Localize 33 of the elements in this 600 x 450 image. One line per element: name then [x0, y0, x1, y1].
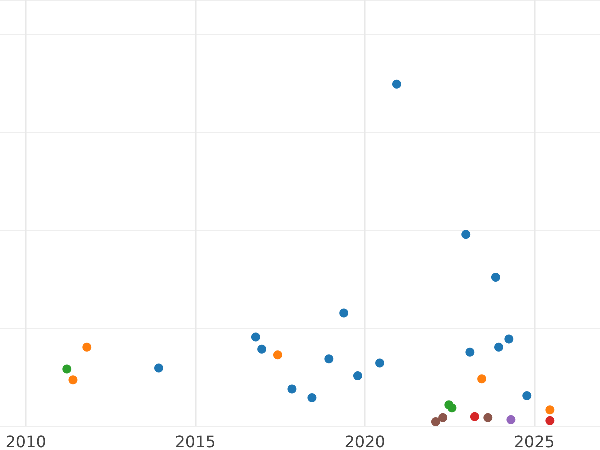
point [258, 344, 267, 354]
point [68, 376, 78, 385]
point [324, 354, 334, 364]
point [62, 364, 72, 374]
point [484, 413, 493, 422]
point [438, 413, 448, 422]
point [504, 334, 514, 344]
x-tick-label: 2010 [6, 432, 46, 450]
point [506, 415, 516, 424]
point [478, 374, 487, 384]
x-tick-label: 2025 [514, 432, 555, 450]
point [470, 412, 480, 422]
point [494, 342, 504, 352]
point [376, 358, 384, 368]
point [466, 348, 475, 357]
x-tick-label: 2015 [175, 432, 216, 450]
point [273, 350, 282, 360]
point [308, 393, 317, 402]
point [448, 404, 457, 413]
point [462, 230, 471, 240]
point [546, 406, 555, 415]
point [522, 391, 532, 400]
point [353, 372, 362, 381]
point [340, 308, 349, 318]
point [82, 342, 92, 352]
x-tick-label: 2020 [344, 432, 386, 450]
point [546, 416, 555, 426]
point [392, 80, 402, 89]
point [491, 272, 500, 282]
point [251, 332, 260, 342]
point [288, 384, 297, 394]
point [154, 364, 164, 373]
point [431, 417, 440, 426]
